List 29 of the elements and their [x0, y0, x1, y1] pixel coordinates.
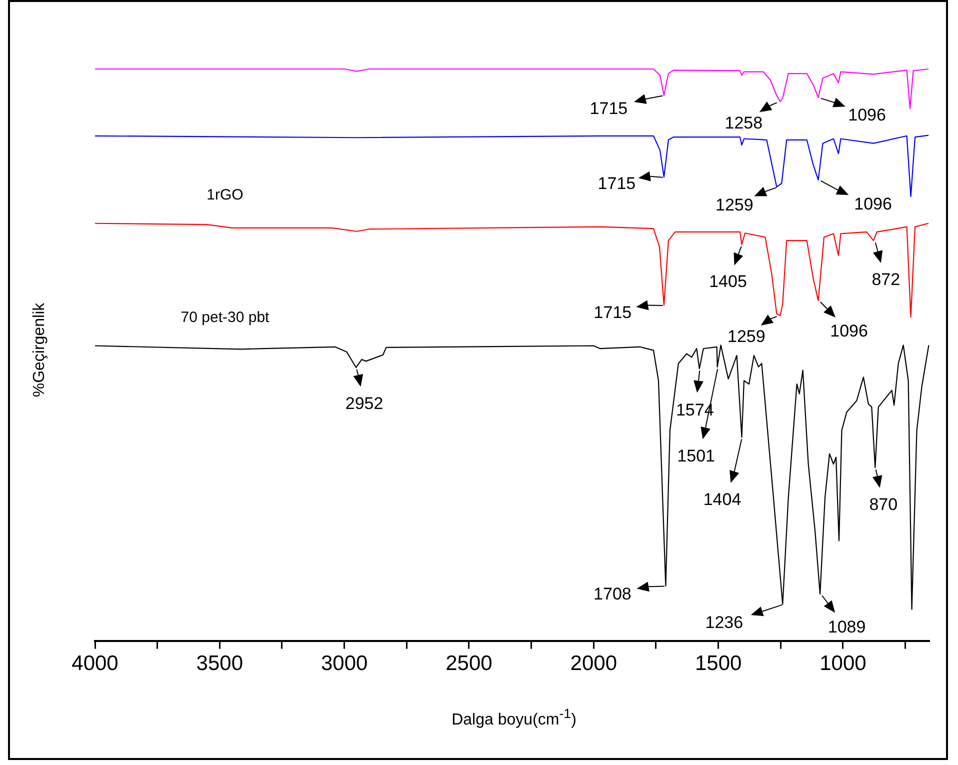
series-label: 1rGO: [206, 186, 244, 204]
series-label: 70 pet-30 pbt: [180, 308, 270, 326]
annotation: 1715: [594, 302, 632, 322]
x-tick-label: 3500: [196, 652, 244, 676]
annotation: 1708: [594, 584, 632, 604]
annotation: 872: [872, 270, 900, 290]
annotation: 2952: [345, 394, 384, 414]
x-tick-label: 1500: [694, 652, 742, 676]
annotation: 1096: [830, 321, 868, 340]
x-tick-label: 2000: [570, 652, 618, 676]
annotation: 1236: [705, 612, 744, 632]
annotation: 1404: [703, 490, 742, 509]
x-tick-label: 1000: [820, 652, 866, 676]
annotation: 1089: [828, 618, 866, 637]
x-tick-label: 3000: [320, 652, 368, 676]
annotation: 1096: [848, 105, 886, 124]
annotation: 1501: [677, 446, 715, 466]
x-tick-label: 4000: [72, 652, 118, 676]
annotation: 1715: [598, 174, 636, 193]
y-axis-title: %Geçirgenlik: [31, 302, 49, 398]
annotation: 1259: [715, 195, 754, 214]
x-tick-label: 2500: [446, 652, 492, 676]
annotation: 1096: [854, 194, 892, 214]
annotation: 1715: [590, 98, 628, 118]
annotation: 1258: [724, 113, 763, 132]
annotation: 1405: [709, 272, 747, 292]
annotation: 870: [869, 495, 898, 514]
annotation: 1259: [727, 327, 766, 346]
x-axis-title: Dalga boyu(cm$^{-1}$): [450, 706, 578, 730]
